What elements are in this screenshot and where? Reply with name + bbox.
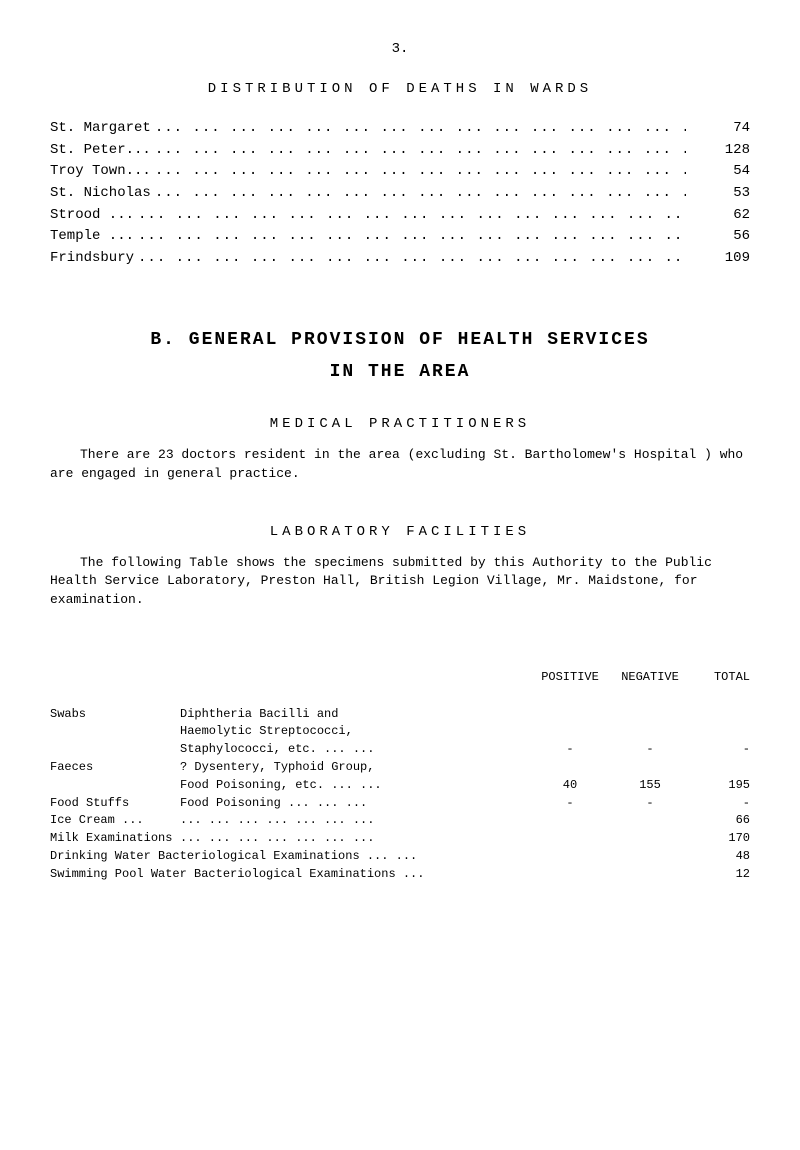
lab-positive: - (530, 795, 610, 812)
lab-row: Food StuffsFood Poisoning ... ... ...--- (50, 795, 750, 812)
lab-header-total: TOTAL (690, 669, 750, 686)
lab-header-row: POSITIVE NEGATIVE TOTAL (50, 669, 750, 686)
lab-label: Milk Examinations (50, 830, 180, 847)
medical-practitioners-title: MEDICAL PRACTITIONERS (50, 415, 750, 435)
deaths-dots (155, 184, 686, 204)
lab-header-negative: NEGATIVE (610, 669, 690, 686)
deaths-row: St. Nicholas 53 (50, 184, 750, 204)
lab-row: Food Poisoning, etc. ... ...40155195 (50, 777, 750, 794)
lab-label: Ice Cream ... (50, 812, 180, 829)
lab-row: Haemolytic Streptococci, (50, 723, 750, 740)
lab-desc: Swimming Pool Water Bacteriological Exam… (50, 866, 530, 883)
sub-heading: IN THE AREA (50, 360, 750, 385)
deaths-row: Frindsbury 109 (50, 249, 750, 269)
deaths-row: Troy Town... 54 (50, 162, 750, 182)
page-number: 3. (50, 40, 750, 60)
deaths-dots (155, 119, 686, 139)
deaths-dots (155, 141, 686, 161)
lab-total: - (690, 795, 750, 812)
deaths-dots (155, 162, 686, 182)
laboratory-facilities-title: LABORATORY FACILITIES (50, 523, 750, 543)
deaths-value: 109 (690, 249, 750, 269)
lab-desc: ... ... ... ... ... ... ... (180, 812, 530, 829)
deaths-value: 54 (690, 162, 750, 182)
deaths-row: Temple ... 56 (50, 227, 750, 247)
lab-desc: ? Dysentery, Typhoid Group, (180, 759, 530, 776)
lab-desc: Food Poisoning, etc. ... ... (180, 777, 530, 794)
lab-header-empty (180, 669, 530, 686)
lab-desc: Food Poisoning ... ... ... (180, 795, 530, 812)
lab-row: Ice Cream ...... ... ... ... ... ... ...… (50, 812, 750, 829)
deaths-table: St. Margaret74St. Peter...128Troy Town..… (50, 119, 750, 268)
deaths-value: 128 (690, 141, 750, 161)
lab-desc: Haemolytic Streptococci, (180, 723, 530, 740)
deaths-label: Troy Town... (50, 162, 151, 182)
deaths-value: 62 (690, 206, 750, 226)
deaths-label: Strood ... (50, 206, 134, 226)
lab-positive: 40 (530, 777, 610, 794)
lab-negative: - (610, 741, 690, 758)
deaths-row: Strood ... 62 (50, 206, 750, 226)
lab-row: Staphylococci, etc. ... ...--- (50, 741, 750, 758)
lab-paragraph: The following Table shows the specimens … (50, 554, 750, 609)
deaths-label: Temple ... (50, 227, 134, 247)
lab-header-positive: POSITIVE (530, 669, 610, 686)
deaths-row: St. Peter... 128 (50, 141, 750, 161)
lab-row: Faeces? Dysentery, Typhoid Group, (50, 759, 750, 776)
medical-paragraph: There are 23 doctors resident in the are… (50, 446, 750, 482)
deaths-label: St. Nicholas (50, 184, 151, 204)
lab-desc: ... ... ... ... ... ... ... (180, 830, 530, 847)
lab-desc: Diphtheria Bacilli and (180, 706, 530, 723)
deaths-label: Frindsbury (50, 249, 134, 269)
lab-negative: - (610, 795, 690, 812)
lab-total: 195 (690, 777, 750, 794)
lab-total: - (690, 741, 750, 758)
lab-table: POSITIVE NEGATIVE TOTAL SwabsDiphtheria … (50, 669, 750, 883)
distribution-title: DISTRIBUTION OF DEATHS IN WARDS (50, 80, 750, 100)
deaths-label: St. Peter... (50, 141, 151, 161)
lab-positive: - (530, 741, 610, 758)
lab-negative: 155 (610, 777, 690, 794)
lab-total: 66 (690, 812, 750, 829)
deaths-value: 56 (690, 227, 750, 247)
main-heading: B. GENERAL PROVISION OF HEALTH SERVICES (50, 328, 750, 353)
deaths-dots (138, 249, 686, 269)
lab-total: 12 (690, 866, 750, 883)
lab-header-empty (50, 669, 180, 686)
lab-label: Swabs (50, 706, 180, 723)
lab-desc: Drinking Water Bacteriological Examinati… (50, 848, 530, 865)
lab-row: Drinking Water Bacteriological Examinati… (50, 848, 750, 865)
lab-total: 48 (690, 848, 750, 865)
lab-row: Swimming Pool Water Bacteriological Exam… (50, 866, 750, 883)
lab-desc: Staphylococci, etc. ... ... (180, 741, 530, 758)
lab-row: SwabsDiphtheria Bacilli and (50, 706, 750, 723)
deaths-dots (138, 227, 686, 247)
deaths-value: 74 (690, 119, 750, 139)
deaths-dots (138, 206, 686, 226)
deaths-value: 53 (690, 184, 750, 204)
lab-label: Faeces (50, 759, 180, 776)
lab-total: 170 (690, 830, 750, 847)
lab-row: Milk Examinations... ... ... ... ... ...… (50, 830, 750, 847)
deaths-label: St. Margaret (50, 119, 151, 139)
deaths-row: St. Margaret 74 (50, 119, 750, 139)
lab-label: Food Stuffs (50, 795, 180, 812)
